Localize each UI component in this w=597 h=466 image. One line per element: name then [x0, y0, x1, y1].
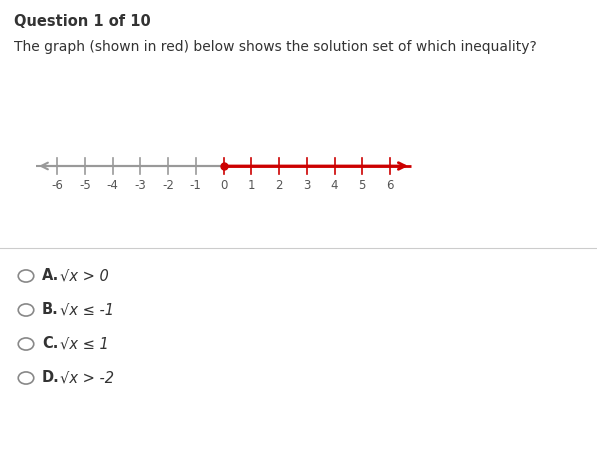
Text: √x > 0: √x > 0: [60, 268, 109, 283]
Text: -5: -5: [79, 179, 91, 192]
Text: The graph (shown in red) below shows the solution set of which inequality?: The graph (shown in red) below shows the…: [14, 40, 537, 54]
Text: B.: B.: [42, 302, 59, 317]
Text: C.: C.: [42, 336, 59, 351]
Text: -1: -1: [190, 179, 202, 192]
Text: A.: A.: [42, 268, 59, 283]
Text: 6: 6: [386, 179, 394, 192]
Text: √x > -2: √x > -2: [60, 370, 114, 385]
Text: -4: -4: [106, 179, 118, 192]
Text: 4: 4: [331, 179, 338, 192]
Text: -6: -6: [51, 179, 63, 192]
Text: √x ≤ 1: √x ≤ 1: [60, 336, 109, 351]
Text: D.: D.: [42, 370, 60, 385]
Text: Question 1 of 10: Question 1 of 10: [14, 14, 151, 29]
Text: 3: 3: [303, 179, 310, 192]
Text: 2: 2: [275, 179, 283, 192]
Text: 0: 0: [220, 179, 227, 192]
Text: -2: -2: [162, 179, 174, 192]
Text: √x ≤ -1: √x ≤ -1: [60, 302, 114, 317]
Text: 1: 1: [248, 179, 255, 192]
Text: -3: -3: [134, 179, 146, 192]
Text: 5: 5: [359, 179, 366, 192]
